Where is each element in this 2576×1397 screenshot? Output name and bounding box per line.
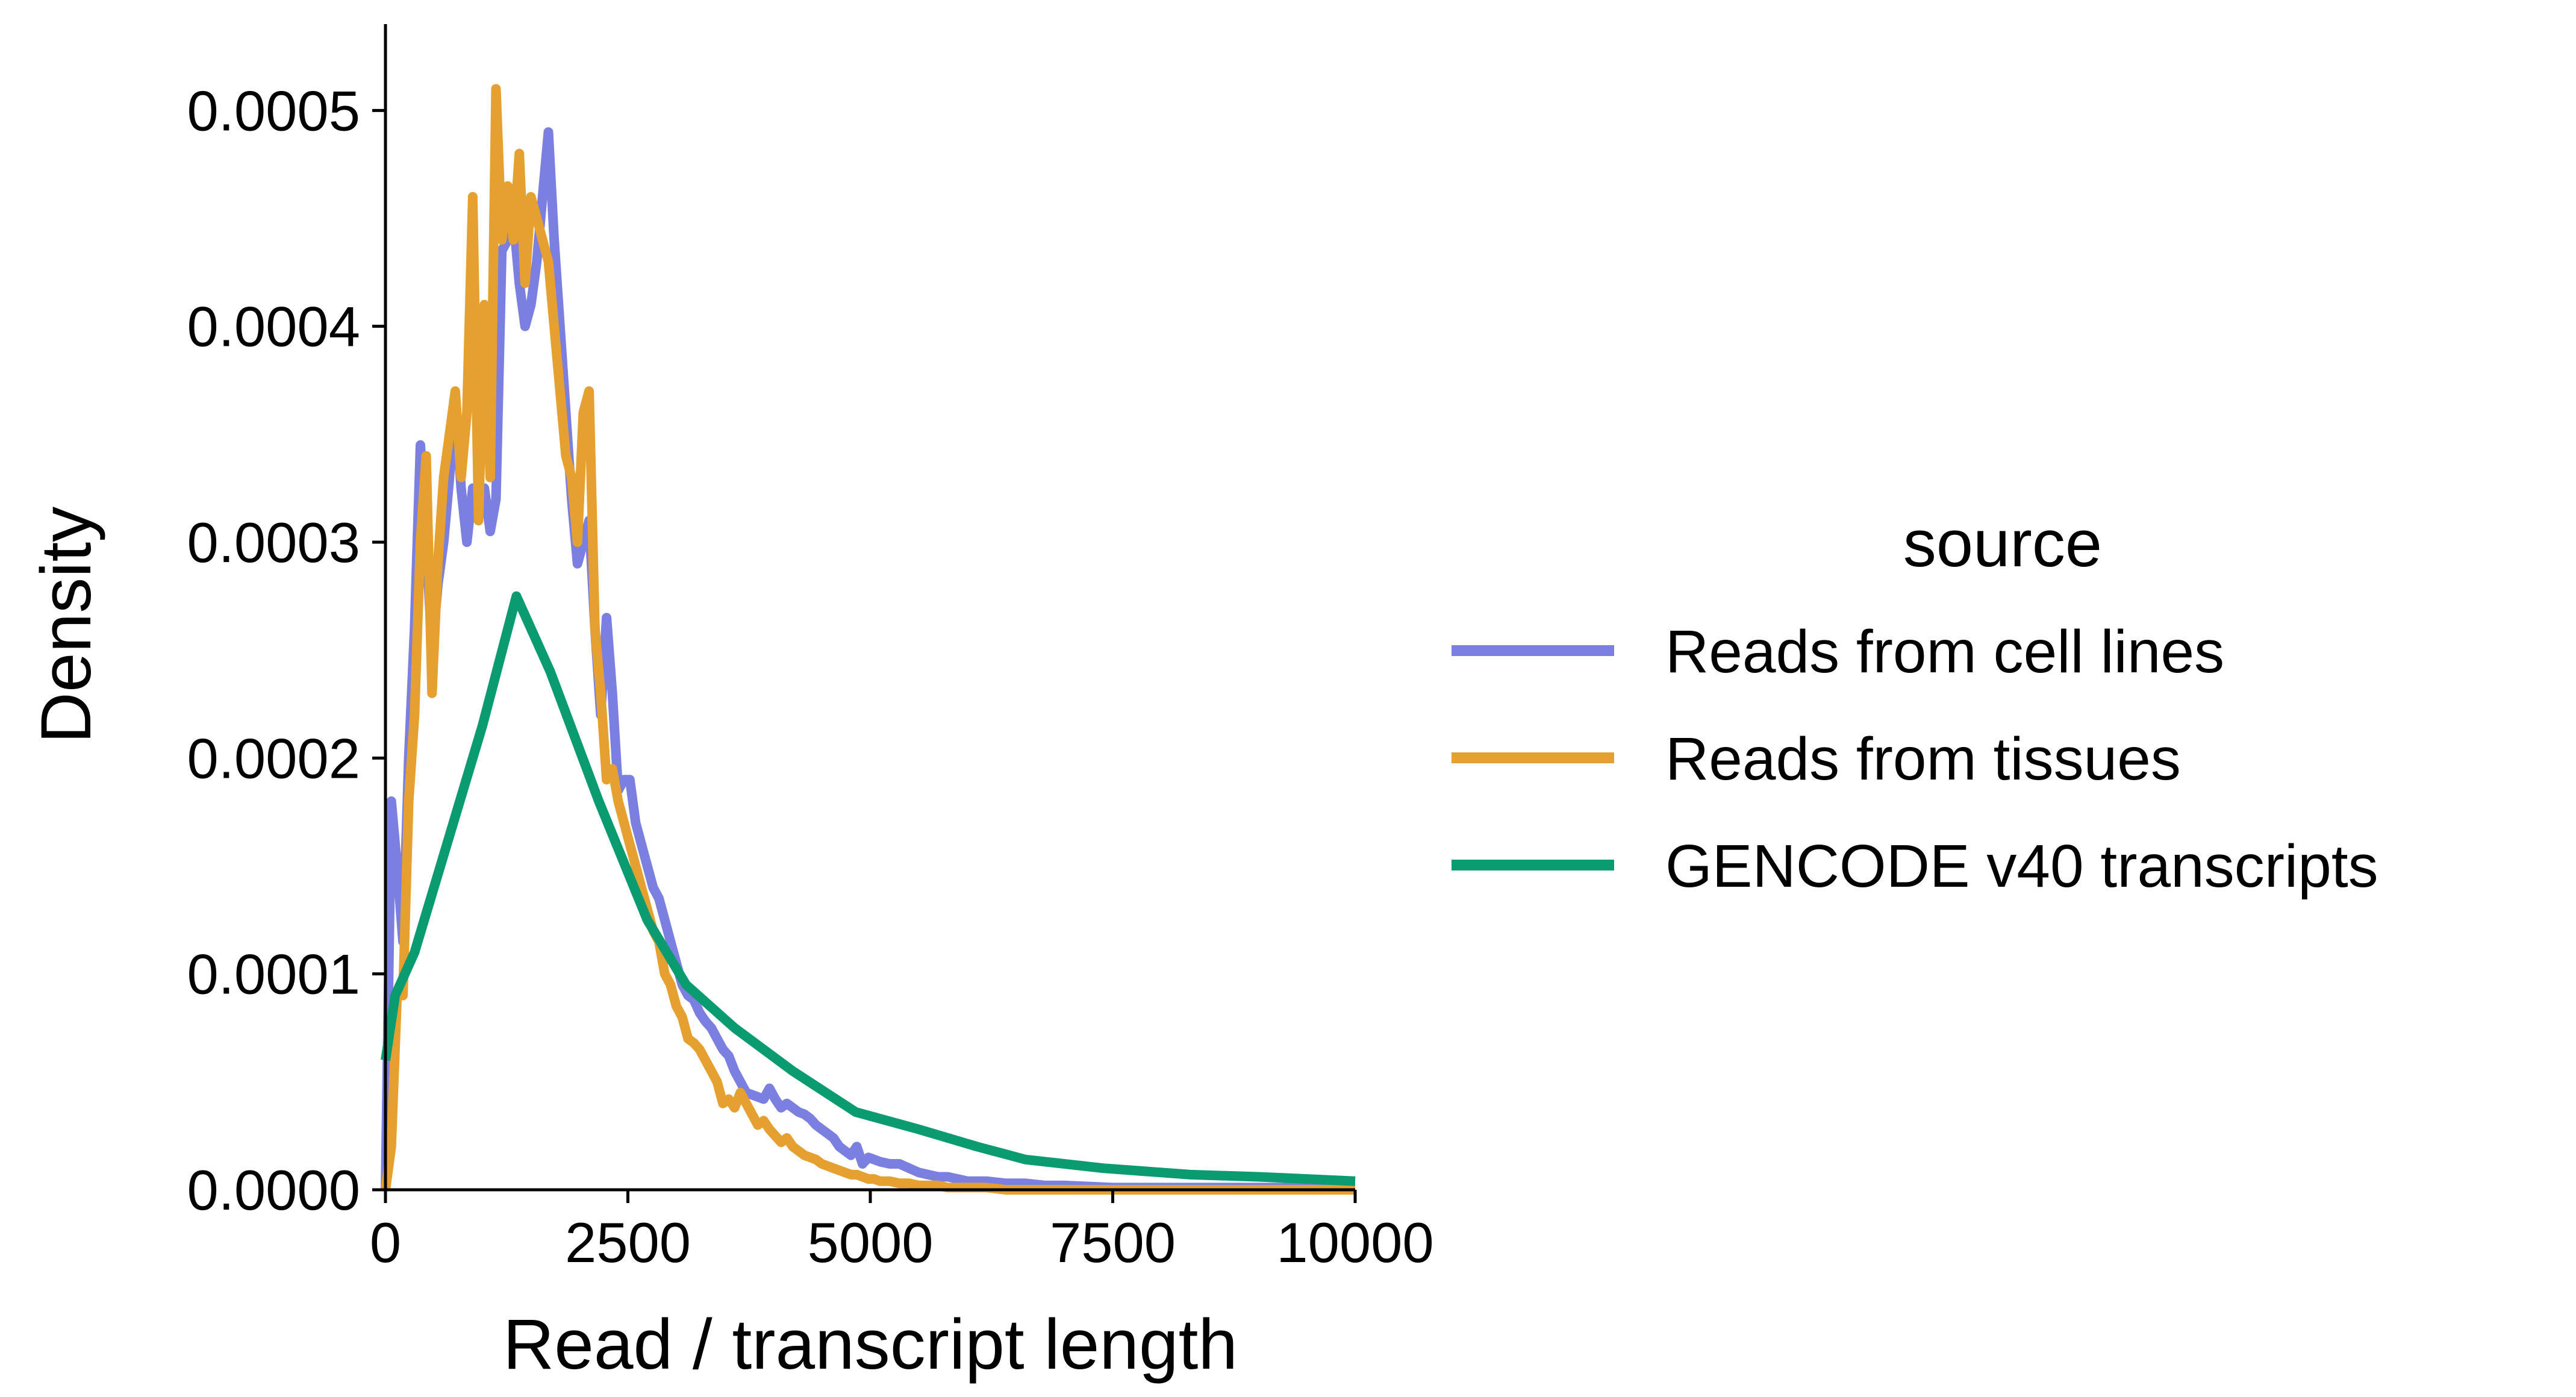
x-tick-label: 2500 bbox=[565, 1211, 691, 1274]
legend-items: Reads from cell lines Reads from tissues G… bbox=[1452, 618, 2378, 900]
y-tick-label: 0.0005 bbox=[187, 79, 360, 142]
x-tick-label: 7500 bbox=[1050, 1211, 1176, 1274]
y-tick-label: 0.0004 bbox=[187, 295, 360, 358]
series-line-2 bbox=[381, 591, 1356, 1186]
y-tick-label: 0.0003 bbox=[187, 511, 360, 574]
y-tick-label: 0.0000 bbox=[187, 1158, 360, 1222]
y-tick-label: 0.0001 bbox=[187, 943, 360, 1006]
x-tick-label: 10000 bbox=[1276, 1211, 1433, 1274]
y-tick-label: 0.0002 bbox=[187, 727, 360, 790]
x-axis-title: Read / transcript length bbox=[503, 1305, 1238, 1384]
series-line-0 bbox=[381, 127, 1355, 1193]
legend-label-0: Reads from cell lines bbox=[1665, 618, 2224, 686]
x-axis-ticks: 0 2500 5000 7500 10000 bbox=[370, 1190, 1434, 1274]
legend-label-1: Reads from tissues bbox=[1665, 725, 2181, 793]
y-axis-ticks: 0.0000 0.0001 0.0002 0.0003 0.0004 0.0005 bbox=[187, 79, 385, 1222]
y-axis-title: Density bbox=[27, 507, 106, 743]
series-line-1 bbox=[381, 84, 1355, 1195]
legend-label-2: GENCODE v40 transcripts bbox=[1665, 833, 2378, 900]
x-tick-label: 0 bbox=[370, 1211, 401, 1274]
legend: source Reads from cell lines Reads from t… bbox=[1452, 507, 2378, 900]
x-tick-label: 5000 bbox=[807, 1211, 933, 1274]
legend-title: source bbox=[1903, 507, 2102, 581]
series-layer bbox=[381, 84, 1356, 1195]
